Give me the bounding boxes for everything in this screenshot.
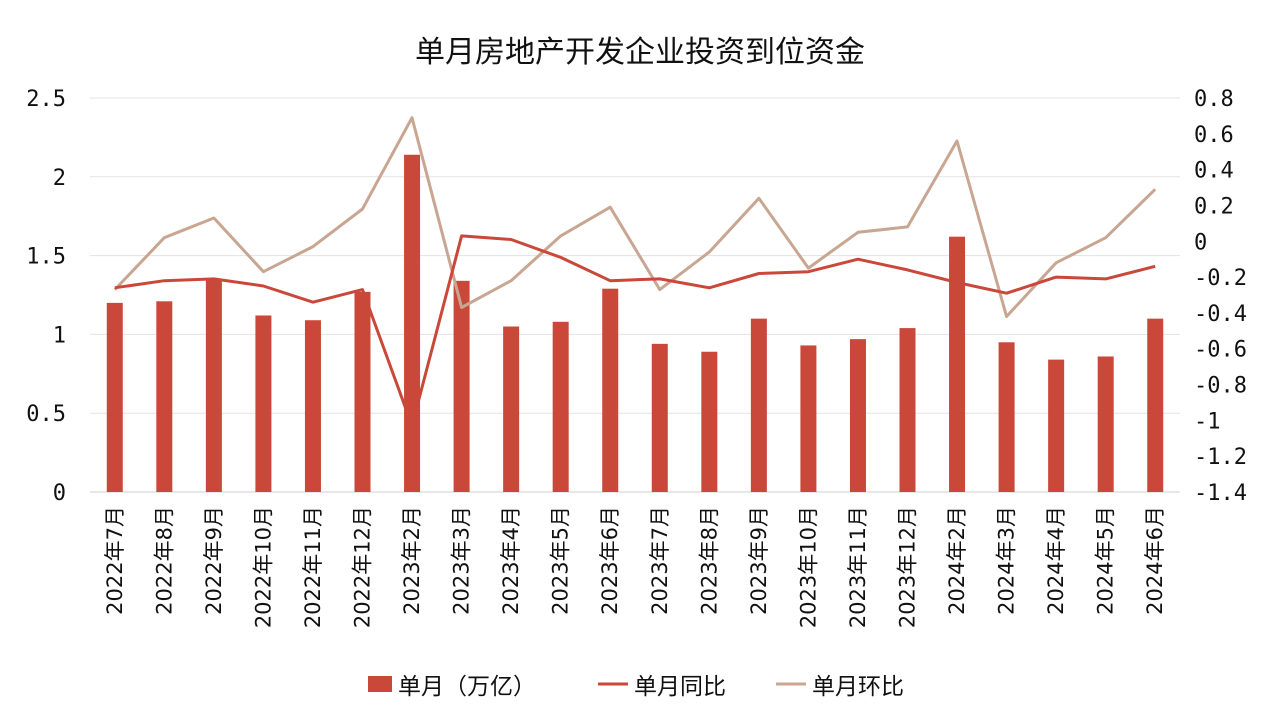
x-axis: 2022年7月 2022年8月 2022年9月 2022年10月 2022年11月 202… [103,506,1167,628]
bar [998,342,1015,492]
x-tick-label: 2022年7月 [103,506,127,615]
bar [701,351,718,492]
bar [404,154,421,492]
x-tick-label: 2022年11月 [301,506,325,628]
bar [949,236,966,492]
x-tick-label: 2023年11月 [846,506,870,628]
bar [552,321,569,492]
bar [106,302,123,492]
bar [1097,356,1114,492]
x-tick-label: 2024年6月 [1143,506,1167,615]
left-tick-label: 1.5 [26,245,66,270]
bar [602,288,619,492]
legend-swatch-bar [368,676,392,692]
right-tick-label: -1.4 [1194,481,1247,506]
x-tick-label: 2024年4月 [1044,506,1068,615]
line-yoy [114,234,1156,428]
x-tick-label: 2022年12月 [351,506,375,628]
x-tick-label: 2024年5月 [1094,506,1118,615]
x-tick-label: 2023年7月 [648,506,672,615]
right-tick-label: 0.6 [1194,123,1234,148]
right-tick-label: -0.4 [1194,302,1247,327]
x-tick-label: 2023年10月 [796,506,820,628]
right-tick-label: -0.2 [1194,266,1247,291]
right-tick-label: 0.2 [1194,194,1234,219]
bar-series [106,154,1164,492]
right-tick-label: 0.8 [1194,87,1234,112]
x-tick-label: 2023年9月 [747,506,771,615]
bar [800,345,817,492]
right-tick-label: -1.2 [1194,445,1247,470]
chart-title: 单月房地产开发企业投资到位资金 [415,35,865,70]
bar [899,328,916,492]
bar [651,343,668,492]
right-tick-label: -0.6 [1194,338,1247,363]
line-series [113,116,1157,428]
left-tick-label: 2 [53,166,66,191]
bar [750,318,767,492]
x-tick-label: 2024年3月 [995,506,1019,615]
x-tick-label: 2023年8月 [697,506,721,615]
left-y-axis: 0 0.5 1 1.5 2 2.5 [26,87,66,506]
x-tick-label: 2024年2月 [945,506,969,615]
legend-label-mom: 单月环比 [812,674,904,700]
legend: 单月（万亿） 单月同比 单月环比 [368,674,904,700]
legend-label-yoy: 单月同比 [634,674,726,700]
bar [503,326,520,492]
bar [205,279,222,492]
right-y-axis: -1.4 -1.2 -1 -0.8 -0.6 -0.4 -0.2 0 0.2 0.4 0.6 0.8 [1194,87,1247,506]
right-tick-label: 0.4 [1194,159,1234,184]
x-tick-label: 2023年3月 [450,506,474,615]
right-tick-label: 0 [1194,230,1207,255]
bar [255,315,272,492]
x-tick-label: 2022年9月 [202,506,226,615]
bar [304,320,321,492]
bar [156,301,173,492]
bar [1147,318,1164,492]
x-tick-label: 2023年2月 [400,506,424,615]
legend-label-bar: 单月（万亿） [398,674,536,700]
line-mom [113,116,1157,318]
x-tick-label: 2023年4月 [499,506,523,615]
x-tick-label: 2023年5月 [549,506,573,615]
bar [354,291,371,492]
left-tick-label: 1 [53,323,66,348]
left-tick-label: 0.5 [26,402,66,427]
left-tick-label: 2.5 [26,87,66,112]
bar [849,339,866,492]
right-tick-label: -1 [1194,409,1221,434]
x-tick-label: 2023年12月 [896,506,920,628]
gridlines [90,97,1180,493]
bar [1048,359,1065,492]
x-tick-label: 2022年8月 [152,506,176,615]
x-tick-label: 2023年6月 [598,506,622,615]
x-tick-label: 2022年10月 [251,506,275,628]
left-tick-label: 0 [53,481,66,506]
right-tick-label: -0.8 [1194,374,1247,399]
bar [453,280,470,492]
